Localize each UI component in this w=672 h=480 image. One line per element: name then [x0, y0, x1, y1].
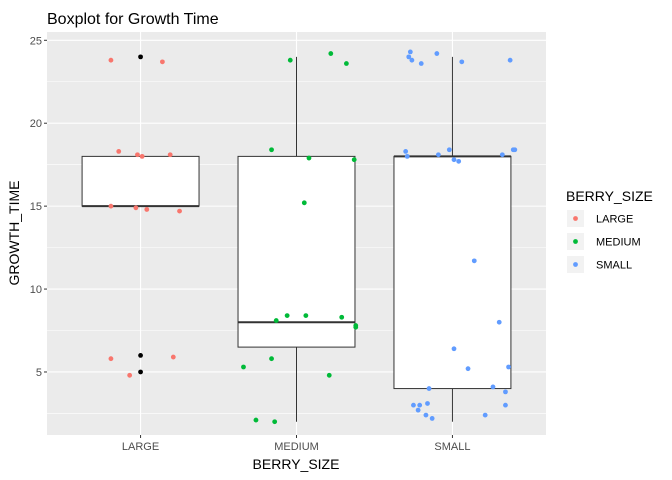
data-point	[490, 384, 496, 390]
x-tick-label: SMALL	[434, 441, 470, 453]
data-point	[429, 416, 435, 421]
chart-title: Boxplot for Growth Time	[47, 11, 219, 28]
data-point	[108, 356, 114, 362]
data-point	[351, 157, 357, 163]
data-point	[108, 203, 114, 209]
data-point	[133, 205, 139, 211]
data-point	[269, 356, 274, 362]
data-point	[512, 147, 518, 153]
data-point	[426, 386, 432, 391]
data-point	[135, 152, 140, 158]
y-tick-label: 20	[30, 118, 42, 130]
data-point	[506, 364, 511, 370]
data-point	[406, 54, 412, 60]
data-point	[507, 57, 513, 63]
data-point	[403, 149, 409, 154]
legend-swatch	[573, 216, 578, 221]
jitter-points	[108, 49, 518, 425]
data-point	[471, 258, 477, 264]
data-point	[404, 153, 410, 159]
data-point	[177, 208, 182, 214]
data-point	[127, 372, 133, 378]
y-tick-label: 10	[30, 284, 42, 296]
data-point	[306, 155, 312, 161]
y-axis: 5 10 15 20 25	[30, 35, 47, 379]
outlier-point	[138, 369, 143, 375]
legend-swatch	[573, 262, 578, 267]
x-tick-label: MEDIUM	[274, 441, 319, 453]
data-point	[328, 51, 334, 56]
y-axis-title: GROWTH_TIME	[6, 181, 22, 286]
data-point	[326, 372, 332, 378]
data-point	[499, 152, 505, 158]
x-tick-label: LARGE	[122, 441, 159, 453]
legend-label: MEDIUM	[596, 237, 641, 249]
legend-entries: LARGE MEDIUM SMALL	[567, 210, 641, 273]
box-iqr	[237, 155, 356, 348]
data-point	[482, 412, 488, 418]
data-point	[353, 324, 359, 330]
data-point	[253, 417, 259, 423]
data-point	[287, 57, 293, 63]
data-point	[459, 59, 465, 65]
data-point	[159, 59, 165, 65]
legend-label: LARGE	[596, 214, 633, 226]
data-point	[344, 61, 349, 66]
outlier-point	[138, 352, 143, 358]
data-point	[451, 157, 457, 163]
data-point	[170, 354, 176, 360]
data-point	[456, 158, 462, 164]
y-tick-label: 25	[30, 35, 42, 47]
data-point	[465, 366, 471, 372]
legend: BERRY_SIZE LARGE MEDIUM SMALL	[566, 188, 653, 273]
data-point	[339, 314, 345, 320]
data-point	[303, 313, 309, 318]
y-tick-label: 15	[30, 201, 42, 213]
data-point	[167, 152, 173, 158]
data-point	[409, 57, 415, 63]
legend-title: BERRY_SIZE	[566, 188, 653, 204]
legend-label: SMALL	[596, 260, 632, 272]
x-axis: LARGE MEDIUM SMALL	[122, 435, 470, 453]
data-point	[425, 401, 430, 406]
data-point	[108, 57, 114, 63]
data-point	[503, 389, 508, 395]
data-point	[407, 49, 413, 55]
data-point	[446, 147, 452, 153]
data-point	[272, 419, 278, 425]
data-point	[139, 153, 145, 159]
data-point	[284, 313, 290, 318]
data-point	[116, 149, 122, 154]
data-point	[411, 402, 416, 408]
data-point	[418, 61, 424, 66]
data-point	[503, 402, 508, 408]
data-point	[423, 412, 429, 418]
data-point	[144, 207, 150, 212]
data-point	[436, 152, 441, 158]
boxes	[81, 54, 512, 422]
data-point	[434, 51, 440, 56]
data-point	[451, 346, 457, 352]
data-point	[415, 407, 421, 413]
data-point	[269, 147, 274, 153]
outlier-point	[138, 54, 143, 60]
legend-swatch	[573, 239, 578, 244]
data-point	[301, 200, 307, 206]
y-tick-label: 5	[36, 367, 42, 379]
x-axis-title: BERRY_SIZE	[253, 456, 340, 472]
data-point	[417, 402, 423, 408]
data-point	[273, 318, 279, 323]
data-point	[241, 364, 246, 370]
box-iqr	[393, 155, 512, 390]
box-iqr	[81, 155, 200, 207]
data-point	[496, 319, 502, 325]
